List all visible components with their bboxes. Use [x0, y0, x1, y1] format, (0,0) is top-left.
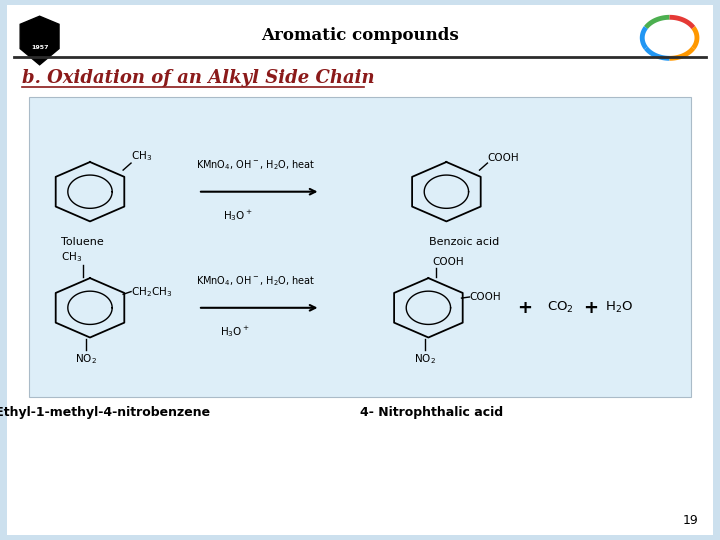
Text: CH$_2$CH$_3$: CH$_2$CH$_3$: [131, 285, 172, 299]
Text: 2- Ethyl-1-methyl-4-nitrobenzene: 2- Ethyl-1-methyl-4-nitrobenzene: [0, 406, 210, 419]
Text: CH$_3$: CH$_3$: [131, 149, 152, 163]
Text: +: +: [517, 299, 531, 317]
Text: H$_3$O$^+$: H$_3$O$^+$: [220, 324, 249, 339]
Text: KMnO$_4$, OH$^-$, H$_2$O, heat: KMnO$_4$, OH$^-$, H$_2$O, heat: [196, 274, 315, 288]
Text: COOH: COOH: [469, 292, 501, 302]
FancyBboxPatch shape: [29, 97, 691, 397]
Text: 4- Nitrophthalic acid: 4- Nitrophthalic acid: [361, 406, 503, 419]
Text: NO$_2$: NO$_2$: [414, 353, 436, 367]
Text: NO$_2$: NO$_2$: [76, 353, 97, 367]
Text: Aromatic compounds: Aromatic compounds: [261, 26, 459, 44]
Text: CH$_3$: CH$_3$: [61, 249, 83, 264]
Text: 1957: 1957: [31, 45, 48, 50]
Text: H$_2$O: H$_2$O: [605, 300, 633, 315]
Text: CO$_2$: CO$_2$: [547, 300, 574, 315]
Text: 19: 19: [683, 514, 698, 526]
Text: H$_3$O$^+$: H$_3$O$^+$: [223, 208, 253, 224]
Text: KMnO$_4$, OH$^-$, H$_2$O, heat: KMnO$_4$, OH$^-$, H$_2$O, heat: [196, 158, 315, 172]
Text: Benzoic acid: Benzoic acid: [429, 237, 500, 247]
Text: COOH: COOH: [487, 153, 519, 163]
Text: Toluene: Toluene: [61, 237, 104, 247]
Text: +: +: [583, 299, 598, 317]
Polygon shape: [20, 16, 59, 65]
Text: COOH: COOH: [432, 257, 464, 267]
Text: b. Oxidation of an Alkyl Side Chain: b. Oxidation of an Alkyl Side Chain: [22, 69, 374, 87]
